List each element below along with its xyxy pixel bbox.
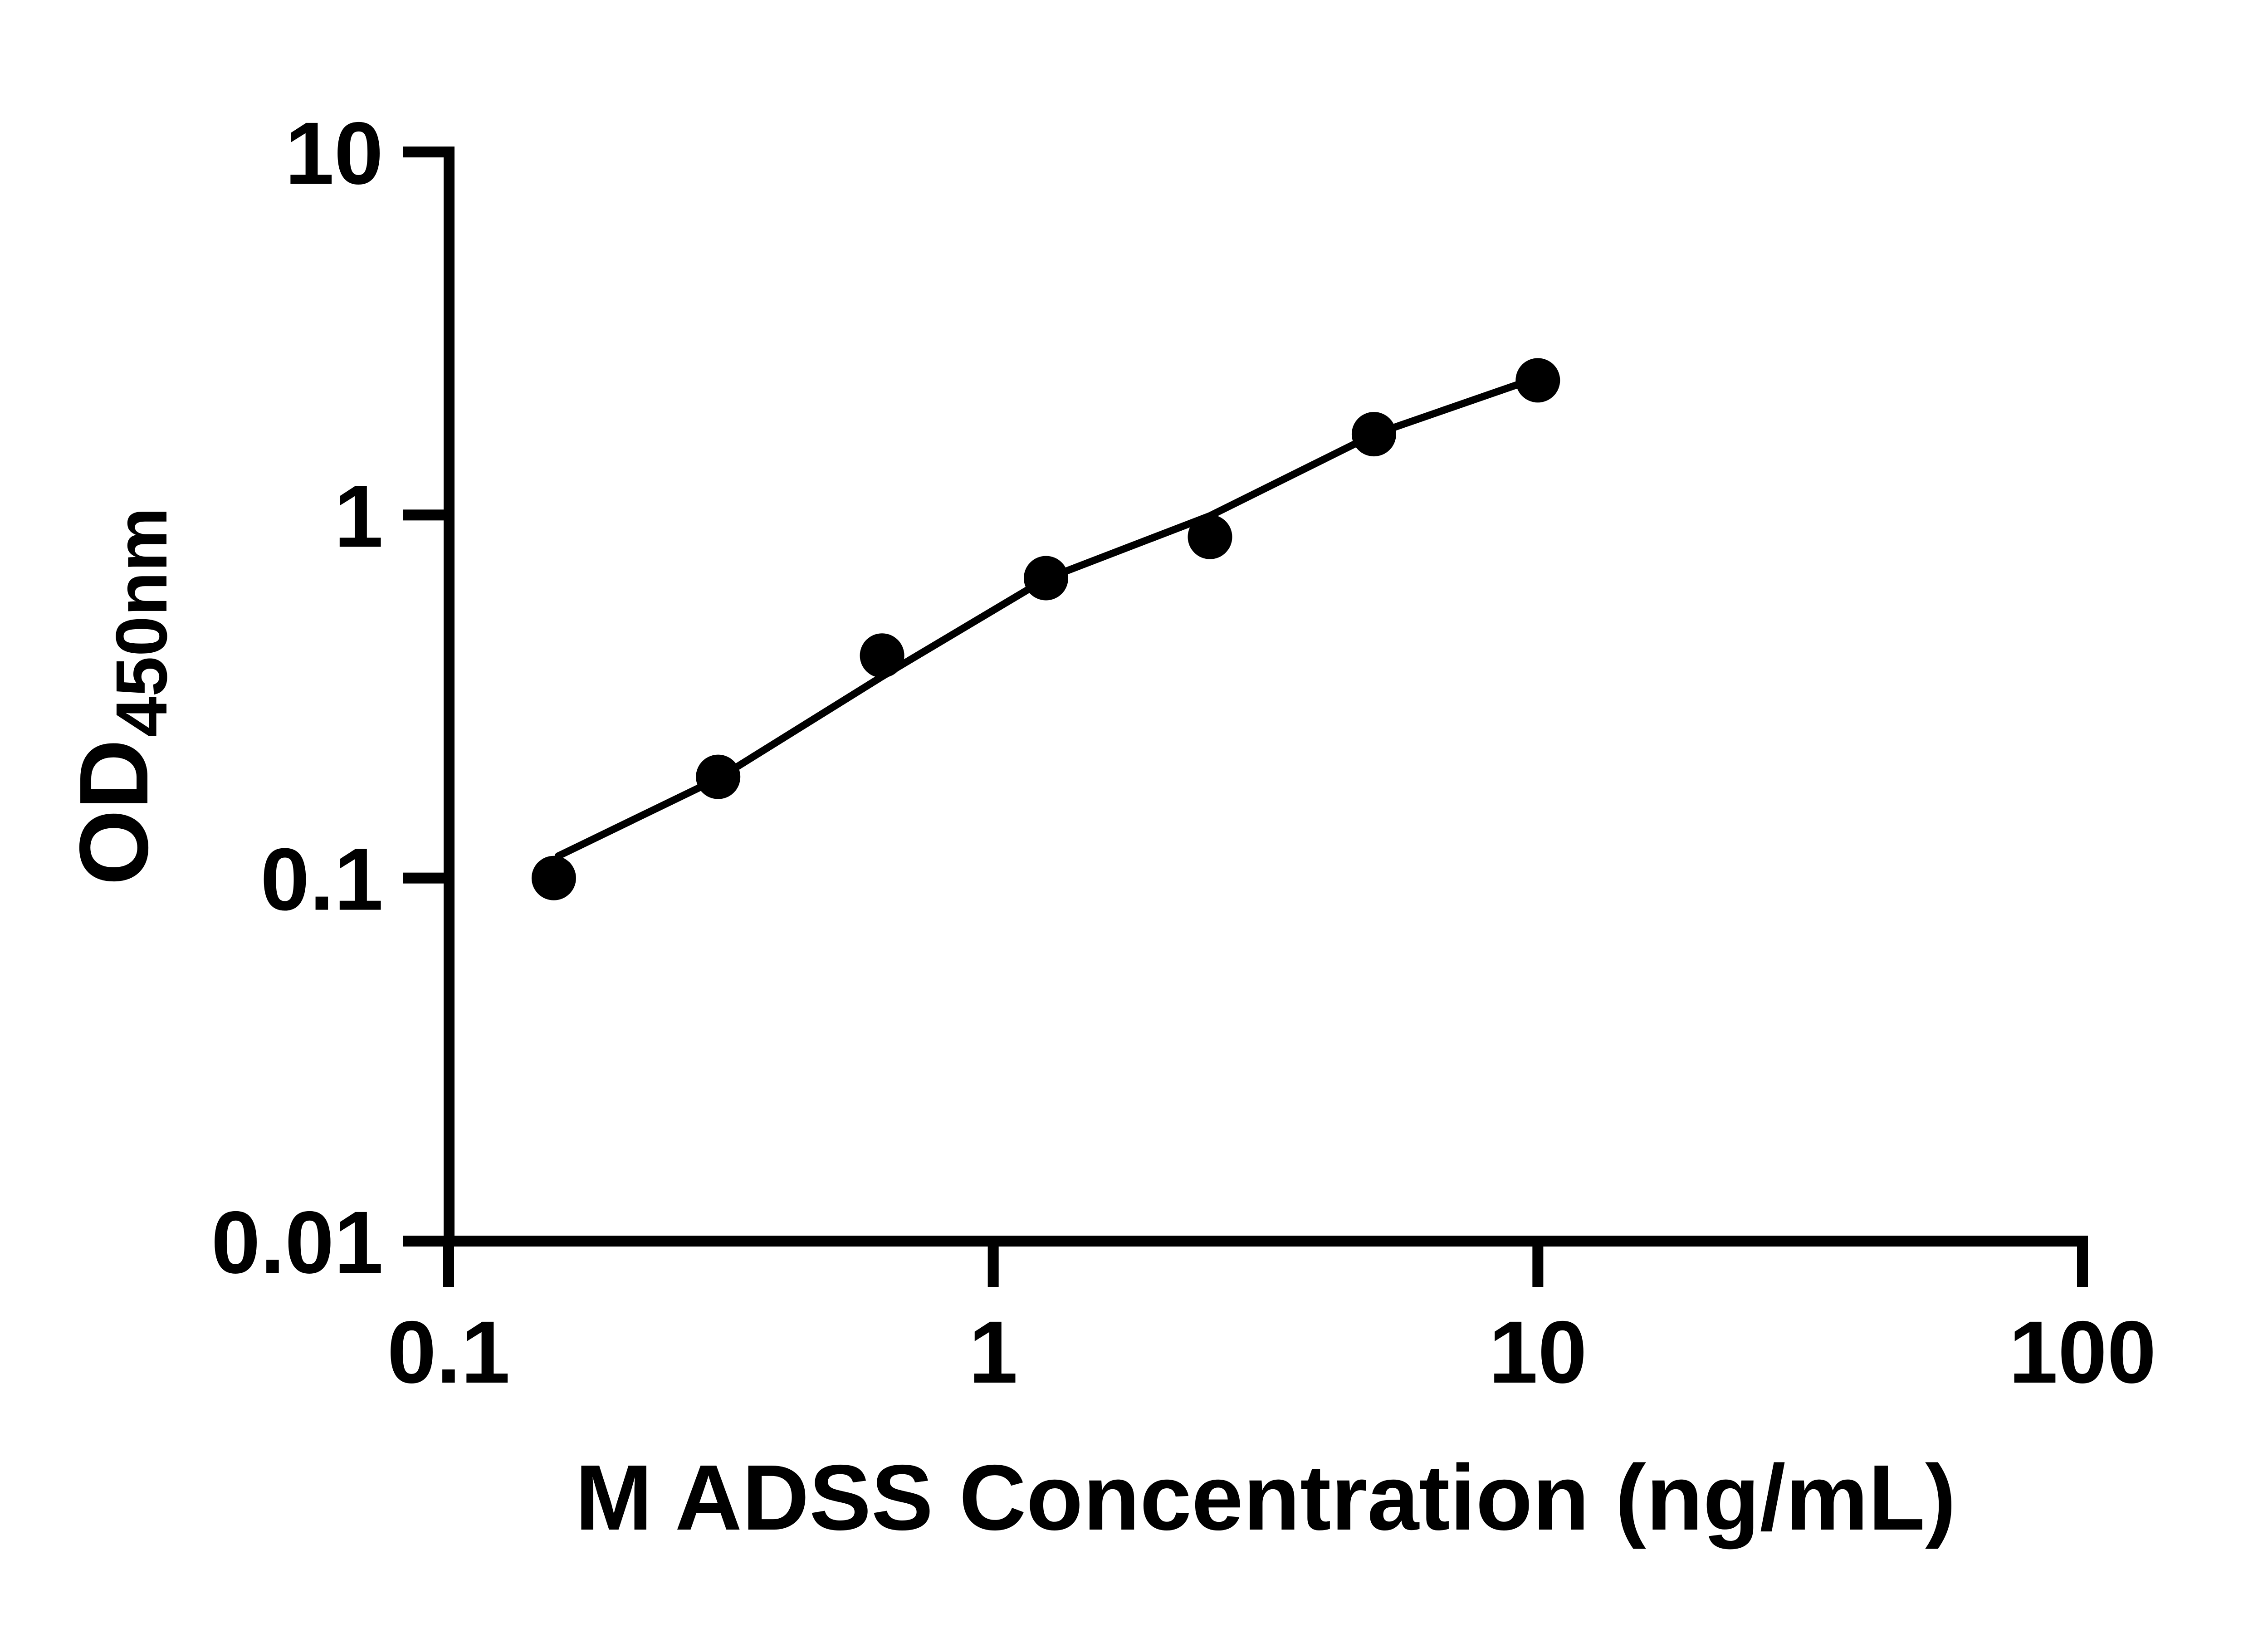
data-point (1515, 358, 1560, 403)
y-tick-mark (403, 147, 455, 158)
x-tick-label: 10 (1489, 1303, 1587, 1402)
x-tick-mark (443, 1236, 454, 1287)
data-point (1024, 556, 1068, 601)
y-tick-mark (403, 509, 455, 521)
y-axis-title-main: OD (59, 739, 168, 885)
x-tick-mark (2077, 1236, 2088, 1287)
y-tick-label: 0.01 (211, 1193, 383, 1292)
y-tick-mark (403, 872, 455, 884)
x-tick-label: 1 (968, 1303, 1017, 1402)
x-axis-ticks: 0.1 1 10 100 (387, 1236, 2156, 1402)
y-axis-line (444, 147, 455, 1247)
y-tick-label: 0.1 (260, 830, 383, 929)
x-axis-line (444, 1236, 2088, 1247)
data-point (1188, 514, 1232, 559)
y-axis-title-subscript: 450nm (101, 507, 182, 737)
x-tick-label: 0.1 (387, 1303, 510, 1402)
y-tick-label: 1 (334, 467, 383, 566)
y-tick-label: 10 (285, 104, 383, 203)
y-axis-ticks: 10 1 0.1 0.01 (211, 104, 455, 1292)
x-tick-label: 100 (2009, 1303, 2156, 1402)
fitted-curve-group (554, 376, 1545, 860)
data-point (860, 633, 904, 678)
fitted-curve-line (554, 376, 1545, 860)
data-point (531, 856, 576, 900)
y-axis-title: OD 450nm (59, 507, 182, 885)
x-axis-title: M ADSS Concentration (ng/mL) (575, 1446, 1956, 1550)
data-points-group (531, 358, 1560, 900)
x-tick-mark (987, 1236, 999, 1287)
data-point (696, 754, 741, 799)
data-point (1351, 412, 1396, 457)
x-tick-mark (1532, 1236, 1544, 1287)
